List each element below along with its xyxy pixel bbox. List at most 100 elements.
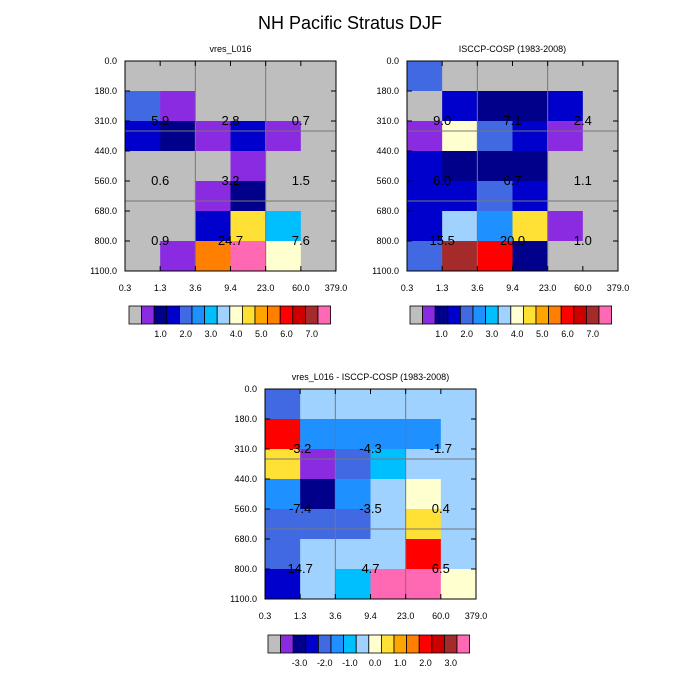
chart-panel-1: vres_L016 0.3 1.3 3.6 9.4 23.0 60.0 379.0 0.0 180… xyxy=(90,44,347,339)
cell-value-label: 24.7 xyxy=(218,233,243,248)
heatmap-cell xyxy=(160,121,196,152)
x-tick-label: 1.3 xyxy=(436,283,449,293)
colorbar-swatch xyxy=(166,305,180,325)
heatmap-cell xyxy=(125,211,161,242)
cell-value-label: 7.1 xyxy=(503,113,521,128)
y-tick-label: 1100.0 xyxy=(90,266,117,276)
heatmap-cell xyxy=(160,151,196,182)
y-tick-label: 310.0 xyxy=(94,116,117,126)
x-tick-label: 9.4 xyxy=(364,611,377,621)
colorbar-swatch xyxy=(141,305,155,325)
heatmap-cell xyxy=(442,61,478,92)
panel-title: vres_L016 - ISCCP-COSP (1983-2008) xyxy=(292,372,449,382)
y-tick-label: 310.0 xyxy=(234,444,257,454)
colorbar-swatch xyxy=(497,305,512,325)
cell-value-label: 1.5 xyxy=(292,173,310,188)
heatmap-cell xyxy=(300,509,336,540)
heatmap-cell xyxy=(300,389,336,420)
heatmap-cell xyxy=(195,121,231,152)
colorbar-swatch xyxy=(422,305,436,325)
cell-value-label: -3.5 xyxy=(359,501,381,516)
colorbar-label: -3.0 xyxy=(292,658,308,668)
panel-title: vres_L016 xyxy=(209,44,251,54)
heatmap-cell xyxy=(335,389,371,420)
cell-value-label: 4.7 xyxy=(361,561,379,576)
colorbar-swatch xyxy=(406,634,420,654)
heatmap-cell xyxy=(440,569,477,600)
heatmap-cell xyxy=(265,539,301,570)
cell-value-label: 2.4 xyxy=(574,113,592,128)
cell-value-label: -1.7 xyxy=(430,441,452,456)
colorbar-label: 7.0 xyxy=(586,329,599,339)
x-tick-label: 0.3 xyxy=(259,611,272,621)
cell-value-label: -4.3 xyxy=(359,441,381,456)
colorbar-label: 3.0 xyxy=(444,658,457,668)
heatmap-cell xyxy=(265,91,302,122)
x-tick-label: 379.0 xyxy=(325,283,348,293)
colorbar-swatch xyxy=(472,305,487,325)
colorbar-label: 2.0 xyxy=(460,329,473,339)
heatmap-cell xyxy=(160,181,196,212)
colorbar: -3.0 -2.0 -1.0 0.0 1.0 2.0 3.0 xyxy=(267,634,471,668)
colorbar-label: 4.0 xyxy=(511,329,524,339)
heatmap-cells xyxy=(125,61,337,272)
y-tick-label: 680.0 xyxy=(376,206,399,216)
colorbar-swatch xyxy=(267,305,281,325)
colorbar-swatch xyxy=(586,305,600,325)
colorbar-label: 3.0 xyxy=(205,329,218,339)
heatmap-cell xyxy=(440,419,477,450)
heatmap-cell xyxy=(125,181,161,212)
cell-value-label: 0.7 xyxy=(292,113,310,128)
heatmap-cell xyxy=(477,151,513,182)
y-tick-label: 0.0 xyxy=(104,56,117,66)
colorbar-label: 7.0 xyxy=(305,329,318,339)
colorbar-swatch xyxy=(598,305,613,325)
heatmap-cell xyxy=(125,91,161,122)
y-tick-label: 0.0 xyxy=(386,56,399,66)
cell-value-label: 9.0 xyxy=(433,113,451,128)
colorbar-swatch xyxy=(560,305,575,325)
heatmap-cell xyxy=(335,479,371,510)
heatmap-cell xyxy=(407,121,443,152)
heatmap-cell xyxy=(300,61,337,92)
colorbar-label: 1.0 xyxy=(154,329,167,339)
heatmap-cell xyxy=(582,241,619,272)
x-tick-label: 0.3 xyxy=(401,283,414,293)
cell-value-label: 15.5 xyxy=(430,233,455,248)
heatmap-cell xyxy=(547,241,584,272)
heatmap-cell xyxy=(125,151,161,182)
colorbar-swatch xyxy=(573,305,587,325)
colorbar-swatch xyxy=(267,634,282,654)
heatmap-cell xyxy=(265,61,302,92)
heatmap-cell xyxy=(442,91,478,122)
x-tick-label: 23.0 xyxy=(257,283,275,293)
y-tick-label: 560.0 xyxy=(94,176,117,186)
heatmap-cell xyxy=(160,91,196,122)
heatmap-cell xyxy=(582,181,619,212)
heatmap-cell xyxy=(370,479,406,510)
colorbar-swatch xyxy=(431,634,445,654)
x-tick-label: 0.3 xyxy=(119,283,132,293)
colorbar-swatch xyxy=(409,305,424,325)
colorbar-swatch xyxy=(548,305,562,325)
heatmap-cell xyxy=(230,121,266,152)
y-tick-label: 180.0 xyxy=(234,414,257,424)
heatmap-cell xyxy=(230,211,266,242)
heatmap-cell xyxy=(195,181,231,212)
heatmap-cell xyxy=(440,479,477,510)
heatmap-cell xyxy=(125,121,161,152)
colorbar-swatch xyxy=(485,305,499,325)
colorbar-swatch xyxy=(523,305,537,325)
y-tick-label: 180.0 xyxy=(94,86,117,96)
chart-panel-3: vres_L016 - ISCCP-COSP (1983-2008) 0.3 1.3… xyxy=(230,372,487,668)
cell-value-label: 7.6 xyxy=(292,233,310,248)
heatmap-cell xyxy=(405,539,442,570)
colorbar-swatch xyxy=(216,305,231,325)
cell-value-label: 20.0 xyxy=(500,233,525,248)
heatmap-cell xyxy=(405,419,442,450)
heatmap-cell xyxy=(300,569,336,600)
heatmap-cell xyxy=(230,181,266,212)
heatmap-cell xyxy=(547,91,584,122)
colorbar-label: 3.0 xyxy=(486,329,499,339)
heatmap-cell xyxy=(405,479,442,510)
